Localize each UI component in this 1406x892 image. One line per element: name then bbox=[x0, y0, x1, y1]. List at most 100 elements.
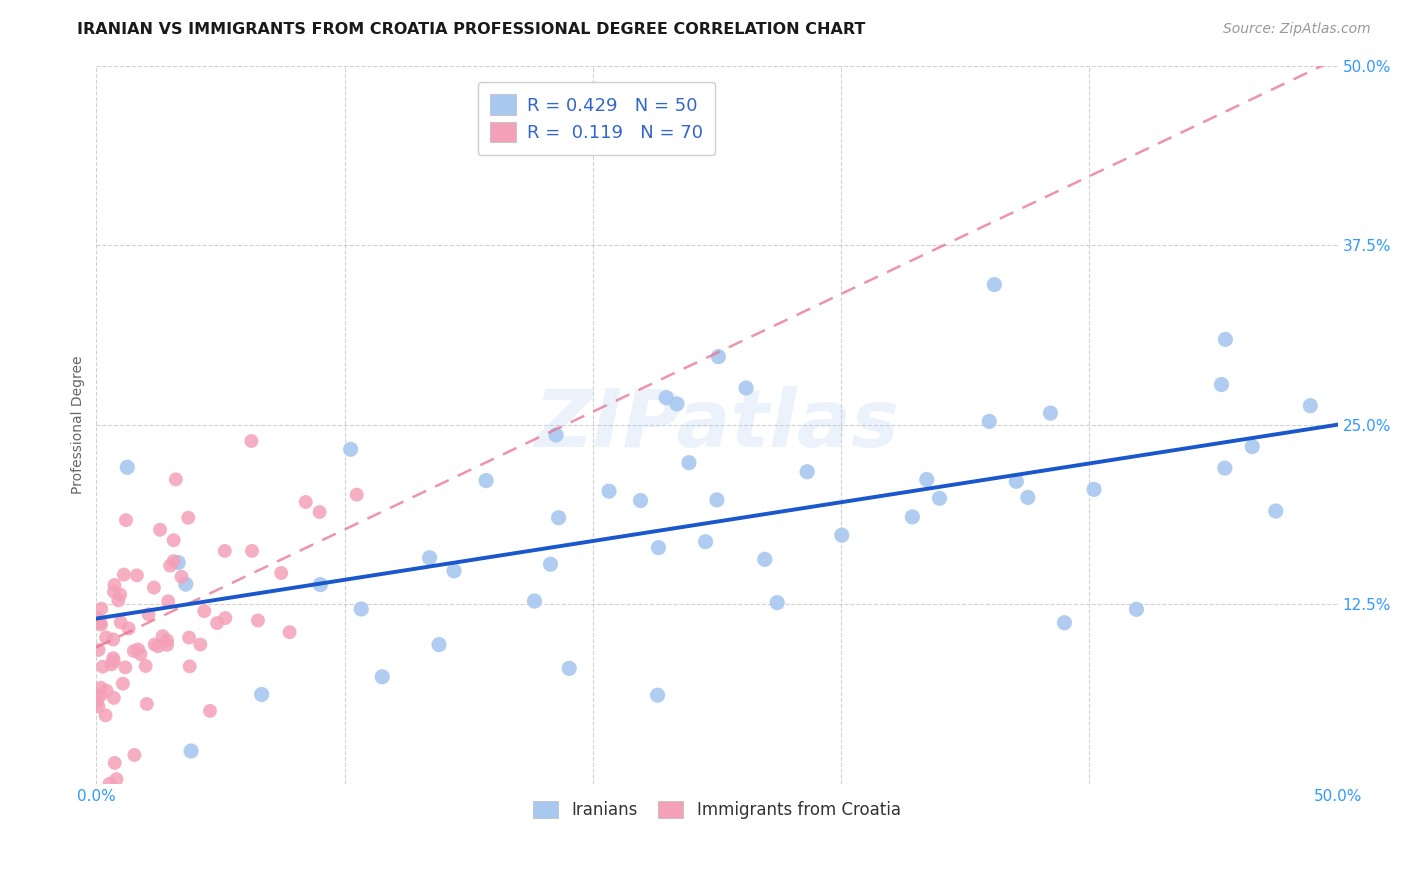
Point bbox=[695, 534, 717, 549]
Point bbox=[475, 474, 498, 488]
Point bbox=[540, 558, 562, 572]
Point bbox=[122, 644, 145, 658]
Point bbox=[214, 611, 236, 625]
Point bbox=[901, 510, 924, 524]
Point bbox=[1005, 475, 1028, 489]
Point bbox=[87, 699, 110, 714]
Point bbox=[167, 556, 190, 570]
Point bbox=[665, 397, 688, 411]
Point bbox=[103, 651, 125, 665]
Point bbox=[135, 697, 157, 711]
Point bbox=[246, 614, 269, 628]
Point bbox=[1215, 332, 1237, 346]
Point bbox=[647, 541, 669, 555]
Point bbox=[706, 492, 728, 507]
Y-axis label: Professional Degree: Professional Degree bbox=[72, 355, 86, 494]
Point bbox=[1083, 483, 1105, 497]
Point bbox=[190, 638, 212, 652]
Point bbox=[547, 510, 569, 524]
Point bbox=[1017, 491, 1039, 505]
Text: ZIPatlas: ZIPatlas bbox=[534, 385, 900, 464]
Point bbox=[90, 601, 112, 615]
Point bbox=[308, 505, 330, 519]
Point bbox=[735, 381, 758, 395]
Point bbox=[193, 604, 215, 618]
Point bbox=[915, 473, 938, 487]
Point bbox=[135, 659, 157, 673]
Point bbox=[115, 513, 138, 527]
Point bbox=[117, 460, 139, 475]
Point bbox=[240, 434, 263, 448]
Point bbox=[104, 756, 127, 770]
Point bbox=[1211, 377, 1233, 392]
Point bbox=[138, 607, 160, 622]
Point bbox=[177, 510, 200, 524]
Point bbox=[112, 567, 135, 582]
Point bbox=[979, 414, 1001, 428]
Point bbox=[1125, 602, 1147, 616]
Point bbox=[928, 491, 950, 506]
Point bbox=[165, 472, 187, 486]
Point bbox=[103, 690, 125, 705]
Point bbox=[766, 596, 789, 610]
Point bbox=[105, 772, 128, 786]
Point bbox=[149, 523, 172, 537]
Point bbox=[240, 544, 263, 558]
Point bbox=[250, 688, 273, 702]
Point bbox=[90, 681, 112, 695]
Point bbox=[152, 629, 174, 643]
Point bbox=[523, 594, 546, 608]
Point bbox=[111, 676, 134, 690]
Point bbox=[103, 584, 125, 599]
Point bbox=[125, 568, 148, 582]
Point bbox=[831, 528, 853, 542]
Point bbox=[655, 391, 678, 405]
Point bbox=[129, 647, 152, 661]
Point bbox=[124, 747, 146, 762]
Point bbox=[110, 615, 132, 630]
Point bbox=[157, 594, 180, 608]
Point bbox=[647, 688, 669, 702]
Point bbox=[94, 708, 117, 723]
Point bbox=[796, 465, 818, 479]
Point bbox=[1264, 504, 1286, 518]
Point bbox=[350, 602, 373, 616]
Point bbox=[443, 564, 465, 578]
Point bbox=[754, 552, 776, 566]
Point bbox=[103, 654, 125, 668]
Point bbox=[142, 581, 165, 595]
Point bbox=[678, 456, 700, 470]
Point bbox=[89, 689, 111, 703]
Point bbox=[309, 577, 332, 591]
Point bbox=[558, 661, 581, 675]
Point bbox=[419, 550, 441, 565]
Point bbox=[91, 659, 114, 673]
Point bbox=[983, 277, 1005, 292]
Point bbox=[179, 659, 201, 673]
Point bbox=[205, 616, 228, 631]
Point bbox=[427, 638, 450, 652]
Point bbox=[177, 631, 200, 645]
Point bbox=[89, 615, 111, 630]
Point bbox=[98, 777, 121, 791]
Point bbox=[339, 442, 361, 457]
Point bbox=[127, 642, 149, 657]
Point bbox=[86, 690, 108, 704]
Point bbox=[87, 643, 110, 657]
Point bbox=[162, 533, 184, 548]
Point bbox=[146, 640, 169, 654]
Point bbox=[214, 544, 236, 558]
Point bbox=[110, 588, 132, 602]
Point bbox=[294, 495, 316, 509]
Point bbox=[174, 577, 197, 591]
Point bbox=[107, 593, 129, 607]
Point bbox=[117, 621, 139, 635]
Point bbox=[156, 638, 179, 652]
Point bbox=[707, 350, 730, 364]
Point bbox=[180, 744, 202, 758]
Point bbox=[198, 704, 221, 718]
Point bbox=[1053, 615, 1076, 630]
Point bbox=[1213, 461, 1236, 475]
Point bbox=[100, 657, 122, 672]
Point bbox=[278, 625, 301, 640]
